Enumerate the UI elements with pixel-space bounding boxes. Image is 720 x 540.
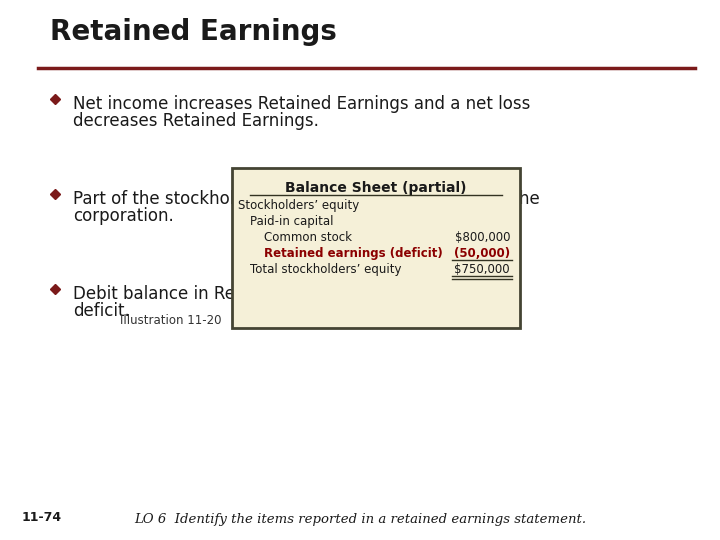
FancyBboxPatch shape [232,168,520,328]
Text: Retained earnings (deficit): Retained earnings (deficit) [264,247,443,260]
Text: (50,000): (50,000) [454,247,510,260]
Text: deficit.: deficit. [73,302,130,320]
Text: corporation.: corporation. [73,207,174,225]
Text: Debit balance in Retained Earnings is identified as a: Debit balance in Retained Earnings is id… [73,285,506,303]
Text: Paid-in capital: Paid-in capital [250,215,333,228]
Text: Part of the stockholders’ claim on the total assets of the: Part of the stockholders’ claim on the t… [73,190,540,208]
Text: Total stockholders’ equity: Total stockholders’ equity [250,263,402,276]
Text: Stockholders’ equity: Stockholders’ equity [238,199,359,212]
Text: Net income increases Retained Earnings and a net loss: Net income increases Retained Earnings a… [73,95,531,113]
Text: 11-74: 11-74 [22,511,62,524]
Text: decreases Retained Earnings.: decreases Retained Earnings. [73,112,319,130]
Text: LO 6  Identify the items reported in a retained earnings statement.: LO 6 Identify the items reported in a re… [134,513,586,526]
Text: $750,000: $750,000 [454,263,510,276]
Text: Illustration 11-20: Illustration 11-20 [120,314,222,327]
Text: Balance Sheet (partial): Balance Sheet (partial) [285,181,467,195]
Text: Common stock: Common stock [264,231,352,244]
Text: $800,000: $800,000 [454,231,510,244]
Text: Retained Earnings: Retained Earnings [50,18,337,46]
